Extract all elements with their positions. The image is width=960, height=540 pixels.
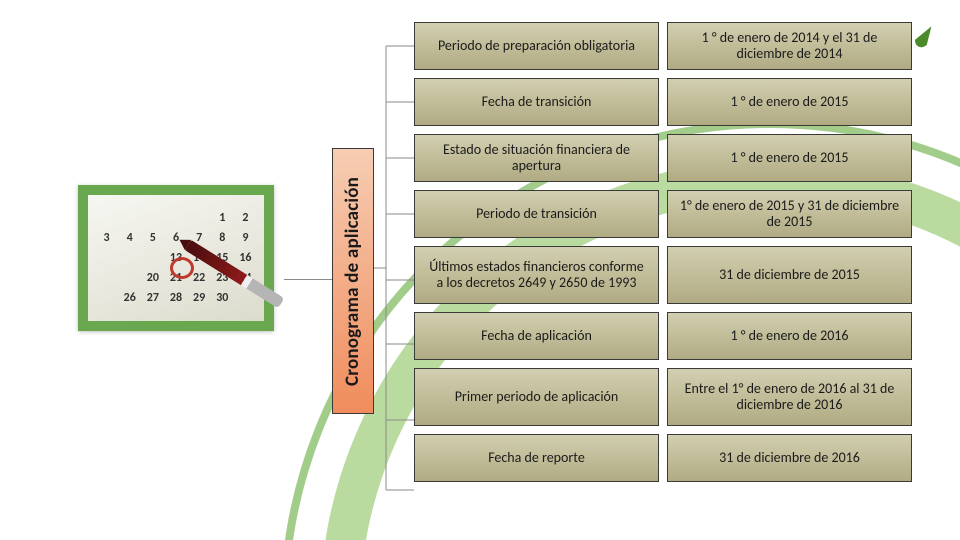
table-row: Fecha de aplicación 1 ° de enero de 2016 [414, 312, 912, 360]
calendar-circle-icon [170, 257, 194, 279]
row-value: 1 ° de enero de 2014 y el 31 de diciembr… [667, 22, 912, 70]
row-value: 1° de enero de 2015 y 31 de diciembre de… [667, 190, 912, 238]
table-row: Últimos estados financieros conforme a l… [414, 246, 912, 304]
bracket-connector [374, 22, 414, 514]
table-row: Fecha de transición 1 ° de enero de 2015 [414, 78, 912, 126]
row-label: Últimos estados financieros conforme a l… [414, 246, 659, 304]
schedule-table: Periodo de preparación obligatoria 1 ° d… [414, 22, 912, 482]
row-label: Periodo de preparación obligatoria [414, 22, 659, 70]
row-value: 1 ° de enero de 2015 [667, 78, 912, 126]
row-label: Periodo de transición [414, 190, 659, 238]
row-label: Fecha de transición [414, 78, 659, 126]
table-row: Periodo de transición 1° de enero de 201… [414, 190, 912, 238]
row-value: 31 de diciembre de 2015 [667, 246, 912, 304]
table-row: Primer periodo de aplicación Entre el 1°… [414, 368, 912, 426]
table-row: Fecha de reporte 31 de diciembre de 2016 [414, 434, 912, 482]
table-row: Periodo de preparación obligatoria 1 ° d… [414, 22, 912, 70]
row-label: Fecha de reporte [414, 434, 659, 482]
table-row: Estado de situación financiera de apertu… [414, 134, 912, 182]
row-value: 1 ° de enero de 2016 [667, 312, 912, 360]
row-value: 1 ° de enero de 2015 [667, 134, 912, 182]
row-label: Fecha de aplicación [414, 312, 659, 360]
connector-line [284, 279, 332, 280]
row-value: Entre el 1° de enero de 2016 al 31 de di… [667, 368, 912, 426]
cronograma-label-box: Cronograma de aplicación [332, 148, 374, 414]
row-value: 31 de diciembre de 2016 [667, 434, 912, 482]
leaf-icon [911, 22, 936, 51]
calendar-thumbnail: 12 3456789 13141516 2021222324 262728293… [78, 185, 274, 331]
row-label: Estado de situación financiera de apertu… [414, 134, 659, 182]
row-label: Primer periodo de aplicación [414, 368, 659, 426]
cronograma-label: Cronograma de aplicación [342, 176, 365, 385]
